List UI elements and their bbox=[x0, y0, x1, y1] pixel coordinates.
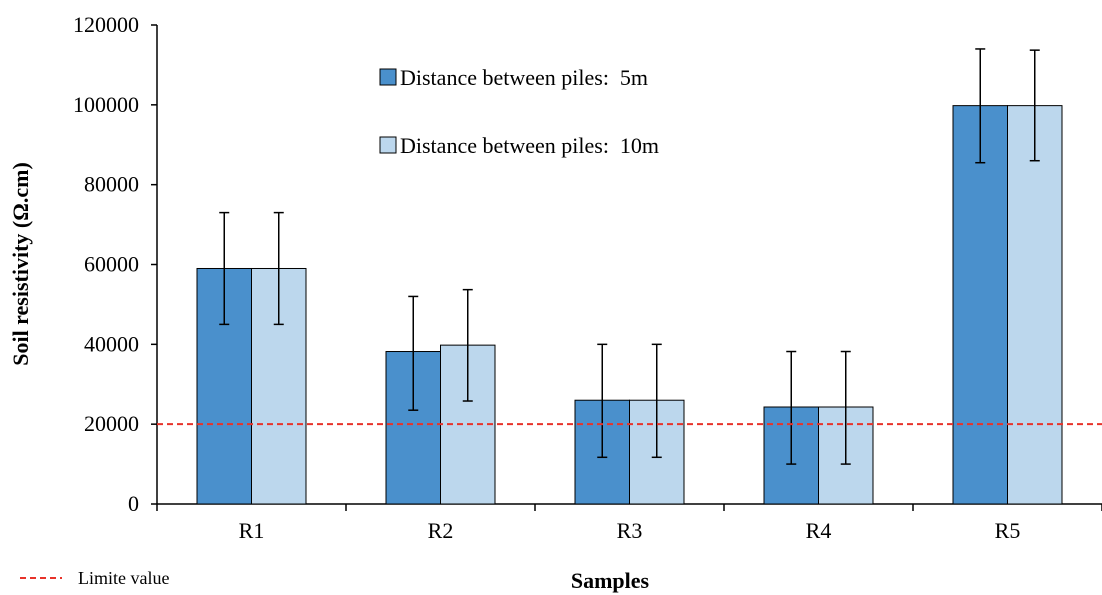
y-tick-label: 60000 bbox=[84, 252, 139, 277]
y-tick-label: 0 bbox=[128, 491, 139, 516]
y-tick-label: 20000 bbox=[84, 411, 139, 436]
x-tick-label: R5 bbox=[995, 518, 1021, 543]
chart-bars bbox=[196, 105, 1063, 505]
x-tick-label: R1 bbox=[239, 518, 265, 543]
bar-series-1-r5 bbox=[952, 105, 1008, 505]
x-tick-label: R4 bbox=[806, 518, 832, 543]
legend-label-series-2: Distance between piles: 10m bbox=[400, 133, 659, 158]
reference-line-legend-label: Limite value bbox=[78, 568, 169, 588]
legend-swatch-series-1 bbox=[379, 68, 397, 86]
y-tick-labels: 0 20000 40000 60000 80000 100000 120000 bbox=[73, 12, 139, 516]
bar-series-2-r5 bbox=[1007, 105, 1063, 505]
legend-swatch-series-2 bbox=[379, 136, 397, 154]
y-tick-label: 120000 bbox=[73, 12, 139, 37]
reference-line-legend: Limite value bbox=[20, 568, 169, 588]
chart-error-bars bbox=[219, 48, 1040, 465]
y-tick-label: 80000 bbox=[84, 172, 139, 197]
y-tick-label: 100000 bbox=[73, 92, 139, 117]
x-tick-label: R3 bbox=[617, 518, 643, 543]
legend-label-series-1: Distance between piles: 5m bbox=[400, 65, 648, 90]
y-axis-title: Soil resistivity (Ω.cm) bbox=[8, 162, 33, 366]
legend: Distance between piles: 5m Distance betw… bbox=[379, 65, 659, 158]
x-tick-labels: R1 R2 R3 R4 R5 bbox=[239, 518, 1021, 543]
y-tick-label: 40000 bbox=[84, 331, 139, 356]
x-axis-title: Samples bbox=[571, 568, 650, 593]
x-tick-label: R2 bbox=[428, 518, 454, 543]
